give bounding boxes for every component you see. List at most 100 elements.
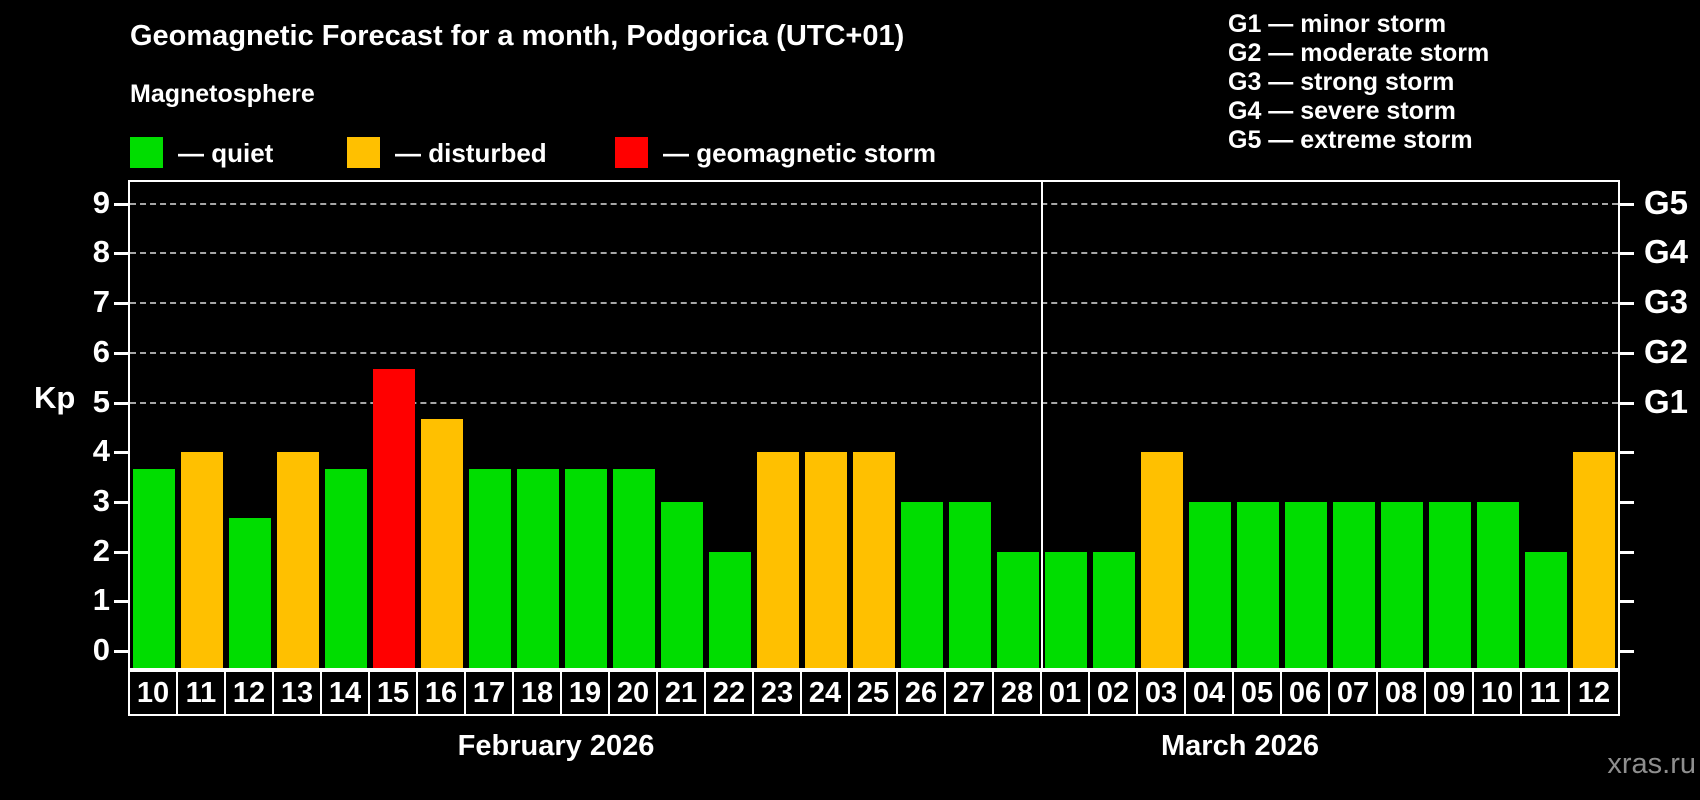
right-tick-6 <box>1620 351 1634 355</box>
kp-bar-march-03 <box>1141 452 1183 668</box>
day-cell-march-06: 06 <box>1282 672 1330 714</box>
right-tick-3 <box>1620 500 1634 504</box>
kp-bar-march-04 <box>1189 502 1231 668</box>
y-tick-5 <box>114 401 130 405</box>
g-legend-line-3: G3 — strong storm <box>1228 68 1455 96</box>
day-cell-february-24: 24 <box>802 672 850 714</box>
kp-bar-march-10 <box>1477 502 1519 668</box>
day-cell-february-16: 16 <box>418 672 466 714</box>
y-tick-label-3: 3 <box>92 482 110 518</box>
day-cell-march-04: 04 <box>1186 672 1234 714</box>
day-cell-february-18: 18 <box>514 672 562 714</box>
kp-bar-february-12 <box>229 518 271 668</box>
kp-bar-february-16 <box>421 419 463 668</box>
y-tick-0 <box>114 650 130 653</box>
kp-bar-march-02 <box>1093 552 1135 668</box>
g-legend-line-1: G1 — minor storm <box>1228 10 1447 38</box>
kp-bar-february-22 <box>709 552 751 668</box>
kp-bar-february-26 <box>901 502 943 668</box>
right-tick-7 <box>1620 302 1634 306</box>
quiet-legend-label: — quiet <box>178 138 274 168</box>
day-cell-march-03: 03 <box>1138 672 1186 714</box>
gridline-kp-6 <box>130 351 1618 354</box>
day-cell-february-21: 21 <box>658 672 706 714</box>
y-tick-4 <box>114 451 130 455</box>
plot-area <box>128 180 1620 670</box>
y-tick-label-5: 5 <box>92 383 110 419</box>
magnetosphere-label: Magnetosphere <box>130 80 315 108</box>
kp-bar-february-23 <box>757 452 799 668</box>
kp-bar-february-18 <box>517 469 559 668</box>
kp-bar-february-10 <box>133 469 175 668</box>
right-tick-0 <box>1620 650 1634 653</box>
kp-bar-february-17 <box>469 469 511 668</box>
kp-bar-february-11 <box>181 452 223 668</box>
right-tick-9 <box>1620 202 1634 206</box>
y-axis-title: Kp <box>34 380 76 415</box>
gridline-kp-9 <box>130 202 1618 205</box>
day-cell-march-11: 11 <box>1522 672 1570 714</box>
y-tick-1 <box>114 600 130 604</box>
y-tick-label-9: 9 <box>92 184 110 220</box>
g-legend-line-2: G2 — moderate storm <box>1228 39 1490 67</box>
right-label-g5: G5 <box>1644 183 1689 221</box>
kp-bar-march-01 <box>1045 552 1087 668</box>
day-cell-february-17: 17 <box>466 672 514 714</box>
kp-bar-march-07 <box>1333 502 1375 668</box>
day-cell-march-05: 05 <box>1234 672 1282 714</box>
day-cell-march-02: 02 <box>1090 672 1138 714</box>
kp-bar-february-20 <box>613 469 655 668</box>
y-tick-label-4: 4 <box>92 433 110 469</box>
right-tick-4 <box>1620 451 1634 455</box>
day-cell-february-20: 20 <box>610 672 658 714</box>
month-label-march: March 2026 <box>1161 730 1319 762</box>
y-tick-3 <box>114 500 130 504</box>
right-tick-5 <box>1620 401 1634 405</box>
kp-bar-march-11 <box>1525 552 1567 668</box>
y-tick-label-1: 1 <box>92 582 110 618</box>
gridline-kp-5 <box>130 401 1618 404</box>
day-cell-february-12: 12 <box>226 672 274 714</box>
day-cell-march-12: 12 <box>1577 677 1611 709</box>
kp-bar-february-25 <box>853 452 895 668</box>
day-cell-march-09: 09 <box>1426 672 1474 714</box>
month-separator <box>1041 182 1043 668</box>
right-label-g1: G1 <box>1644 382 1689 420</box>
kp-bar-february-28 <box>997 552 1039 668</box>
gridline-kp-7 <box>130 302 1618 305</box>
day-cell-february-28: 28 <box>994 672 1042 714</box>
right-tick-2 <box>1620 550 1634 554</box>
kp-bar-march-05 <box>1237 502 1279 668</box>
right-label-g2: G2 <box>1644 332 1689 370</box>
y-tick-label-0: 0 <box>92 632 110 667</box>
g-legend-line-5: G5 — extreme storm <box>1228 126 1473 154</box>
gridline-kp-8 <box>130 252 1618 255</box>
day-cell-february-22: 22 <box>706 672 754 714</box>
kp-bar-february-14 <box>325 469 367 668</box>
right-tick-8 <box>1620 252 1634 256</box>
storm-swatch <box>615 137 648 168</box>
day-cell-march-10: 10 <box>1474 672 1522 714</box>
day-cell-february-15: 15 <box>370 672 418 714</box>
kp-bar-march-12 <box>1573 452 1615 668</box>
day-cell-february-27: 27 <box>946 672 994 714</box>
day-cell-february-13: 13 <box>274 672 322 714</box>
kp-bar-march-06 <box>1285 502 1327 668</box>
disturbed-legend-label: — disturbed <box>395 138 547 168</box>
disturbed-swatch <box>347 137 380 168</box>
y-tick-7 <box>114 302 130 306</box>
kp-bar-february-21 <box>661 502 703 668</box>
y-tick-2 <box>114 550 130 554</box>
day-cell-march-08: 08 <box>1378 672 1426 714</box>
g-legend-line-4: G4 — severe storm <box>1228 97 1456 125</box>
y-tick-6 <box>114 351 130 355</box>
kp-bar-march-08 <box>1381 502 1423 668</box>
g-scale-legend: G1 — minor storm G2 — moderate storm G3 — … <box>1228 10 1489 155</box>
right-label-g3: G3 <box>1644 283 1689 321</box>
storm-legend-label: — geomagnetic storm <box>663 138 937 168</box>
kp-bar-february-19 <box>565 469 607 668</box>
y-tick-8 <box>114 252 130 256</box>
day-cell-february-26: 26 <box>898 672 946 714</box>
day-cell-february-19: 19 <box>562 672 610 714</box>
y-tick-label-2: 2 <box>92 532 110 568</box>
